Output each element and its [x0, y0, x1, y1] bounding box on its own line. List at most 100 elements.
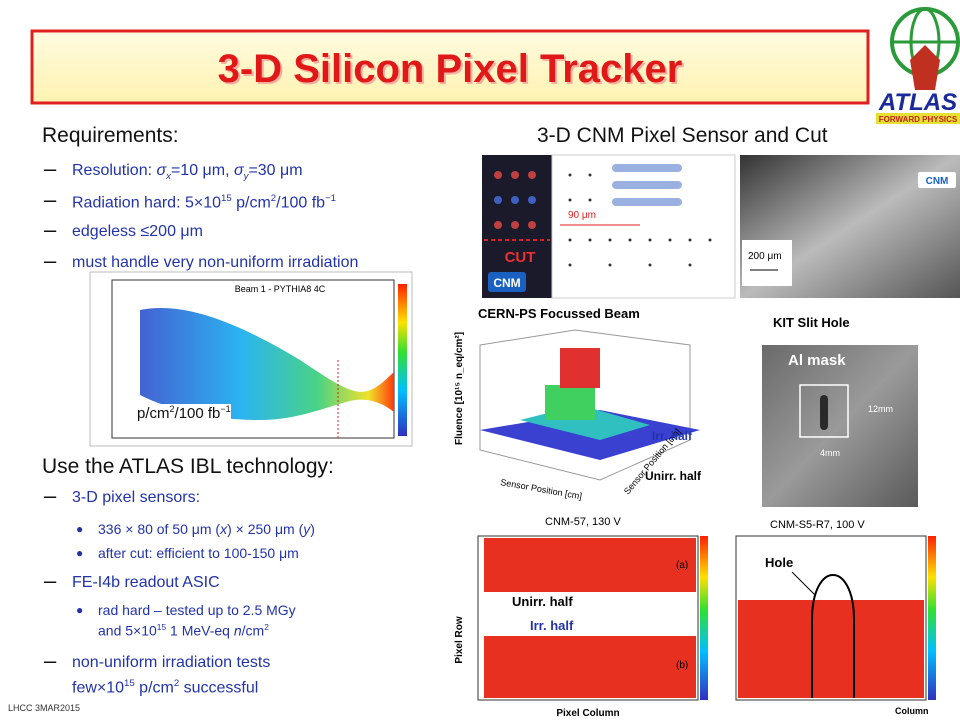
unirr-label: Unirr. half	[645, 469, 702, 483]
dash: –	[44, 187, 57, 212]
text-run: −1	[325, 193, 337, 204]
title-shadow: 3-D Silicon Pixel Tracker	[220, 49, 685, 93]
maker-logo	[918, 172, 956, 188]
text-run: few×10	[72, 679, 125, 697]
logo-band	[876, 113, 960, 124]
text-run: =10 μm,	[170, 162, 234, 179]
text-run: 15	[156, 622, 167, 632]
text-run: σ	[156, 162, 167, 179]
colorbar	[928, 536, 936, 700]
panel-label: (b)	[676, 660, 688, 671]
text-run: edgeless ≤200 μm	[72, 223, 203, 240]
box-3d	[479, 329, 691, 481]
bullet: ●	[76, 546, 84, 560]
title: 3-D Silicon Pixel Tracker	[218, 47, 683, 91]
text-run: successful	[179, 679, 259, 697]
hole-pointer	[791, 571, 816, 596]
sensor-drawing	[551, 154, 736, 299]
dash: –	[44, 568, 57, 593]
technology-item: FE-I4b readout ASIC	[72, 574, 220, 592]
text-run: must handle very non-uniform irradiation	[72, 254, 359, 271]
dash: –	[44, 156, 57, 181]
cern-ps-title: CERN-PS Focussed Beam	[478, 306, 640, 321]
technology-item: few×1015 p/cm2 successful	[72, 678, 258, 697]
text-run: =30 μm	[248, 162, 303, 179]
dash: –	[44, 648, 57, 673]
dash: –	[44, 483, 57, 508]
logo-figure	[910, 45, 940, 90]
irr-label: Irr. half	[530, 618, 574, 633]
map-y-label: Pixel Row	[454, 616, 465, 663]
text-run: p/cm	[134, 679, 174, 697]
colorbar	[398, 284, 407, 436]
text-run: x	[166, 171, 171, 183]
map-unirr	[484, 538, 696, 592]
logo-sub: FORWARD PHYSICS	[879, 115, 958, 124]
panel-label: (a)	[676, 560, 688, 571]
map-title: CNM-57, 130 V	[545, 516, 621, 528]
logo-text: ATLAS	[878, 89, 957, 116]
slit-label: 4mm	[820, 448, 840, 458]
technology-item: non-uniform irradiation tests	[72, 654, 270, 672]
pitch-label: 90 μm	[568, 210, 596, 221]
technology-detail: 336 × 80 of 50 μm (x) × 250 μm (y)	[98, 521, 315, 537]
text-run: ) × 250 μm (	[227, 521, 304, 537]
text-run: p/cm	[231, 194, 271, 212]
text-run: 336 × 80 of 50 μm (	[98, 521, 221, 537]
map-x-label: Pixel Column	[556, 708, 619, 719]
requirements-heading: Requirements:	[42, 124, 179, 147]
text-run: )	[310, 521, 315, 537]
text-run: 2	[173, 678, 180, 689]
map-irr	[484, 636, 696, 698]
bullet: ●	[76, 603, 84, 617]
cern-ps-y-label: Fluence [10¹⁵ n_eq/cm²]	[454, 332, 465, 445]
hole-label: Hole	[765, 555, 793, 570]
width-label: 12mm	[868, 404, 893, 414]
colorbar	[700, 536, 708, 700]
sensor-heading: 3-D CNM Pixel Sensor and Cut	[537, 124, 828, 147]
beam-distribution	[140, 308, 394, 420]
technology-item: 3-D pixel sensors:	[72, 489, 200, 507]
irr-label: Irr. half	[652, 429, 693, 443]
text-run: non-uniform irradiation tests	[72, 654, 271, 671]
beam-plot-title: Beam 1 - PYTHIA8 4C	[235, 284, 326, 294]
text-run: y	[243, 171, 249, 183]
dash: –	[44, 248, 57, 273]
scale-bg	[742, 240, 792, 286]
text-run: 15	[124, 678, 135, 689]
kit-title: KIT Slit Hole	[773, 315, 850, 330]
text-run: /100 fb	[174, 405, 221, 422]
text-run: Resolution:	[72, 162, 157, 179]
text-run: −1	[220, 404, 231, 414]
bar-peak	[560, 348, 600, 388]
maker-logo	[488, 272, 526, 292]
text-run: y	[303, 521, 311, 537]
map-right	[738, 600, 924, 698]
text-run: 1 MeV-eq	[166, 622, 234, 639]
requirement: Radiation hard: 5×1015 p/cm2/100 fb−1	[72, 193, 336, 212]
text-run: σ	[233, 162, 244, 179]
text-run: 2	[264, 622, 269, 632]
technology-detail: and 5×1015 1 MeV-eq n/cm2	[98, 622, 269, 639]
bar-block	[545, 385, 595, 420]
title-box	[30, 29, 870, 105]
text-run: and 5×10	[98, 622, 157, 639]
bullet: ●	[76, 522, 84, 536]
cern-ps-x-label: Sensor Position [cm]	[500, 477, 583, 501]
requirement: must handle very non-uniform irradiation	[72, 254, 358, 272]
text-run: rad hard – tested up to 2.5 MGy	[98, 602, 296, 618]
text-run: 2	[169, 404, 175, 414]
text-run: /100 fb	[276, 194, 326, 212]
text-run: 15	[221, 193, 232, 204]
maker-logo-text: CNM	[493, 276, 520, 290]
sensor-pattern	[494, 171, 536, 229]
text-run: 2	[270, 193, 277, 204]
text-run: p/cm	[137, 405, 170, 422]
slit	[820, 395, 828, 430]
text-run: n	[233, 622, 242, 639]
maker-logo-text: CNM	[926, 176, 949, 187]
beam-plot-unit: p/cm2/100 fb−1	[137, 404, 231, 422]
hole-outline	[811, 574, 855, 698]
unirr-label: Unirr. half	[512, 594, 573, 609]
